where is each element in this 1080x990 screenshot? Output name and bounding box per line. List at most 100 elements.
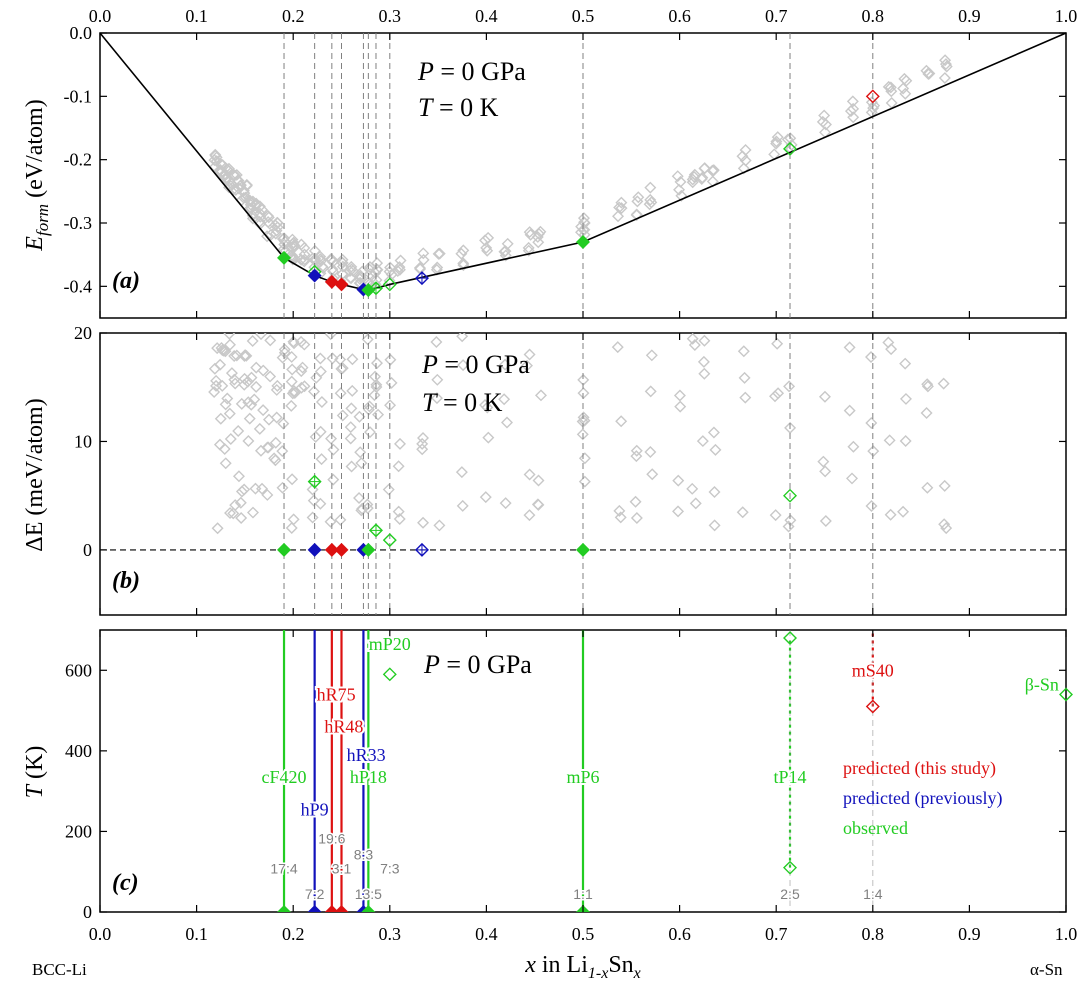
background-structure-b	[223, 333, 236, 340]
background-structure-b	[921, 378, 934, 391]
background-structure-b	[264, 334, 277, 347]
background-structure-b	[235, 512, 248, 525]
panel-c-condition-p: P = 0 GPa	[423, 650, 532, 679]
x-tick-label-top: 0.6	[668, 6, 691, 26]
background-structure-b	[817, 455, 830, 468]
background-structure-a	[240, 178, 253, 191]
background-structure-b	[315, 453, 328, 466]
y-tick-label: 0.0	[70, 23, 93, 43]
background-structure-b	[689, 497, 702, 510]
background-structure-b	[577, 411, 590, 424]
x-tick-label-top: 0.1	[185, 6, 208, 26]
background-structure-a	[326, 263, 339, 276]
composition-guide-lines	[100, 33, 1066, 615]
structure-energy-b	[324, 542, 339, 557]
background-structure-b	[306, 483, 319, 496]
hull-structure-a	[382, 277, 397, 292]
phase-label-mP6: mP6	[566, 767, 599, 787]
phase-label-hR33: hR33	[347, 745, 386, 765]
background-structure-b	[897, 505, 910, 518]
background-structure-b	[250, 361, 263, 374]
background-structure-b	[211, 522, 224, 535]
transition-point-tP14-high	[783, 631, 798, 646]
background-structure-a	[885, 85, 898, 98]
ground-state-marker-hP18	[361, 905, 376, 912]
y-tick-label: 0	[83, 902, 92, 922]
background-structure-a	[532, 236, 545, 249]
background-structure-b	[242, 435, 255, 448]
background-structure-b	[921, 481, 934, 494]
background-structure-b	[819, 515, 832, 527]
background-structure-a	[671, 170, 684, 183]
background-structure-b	[578, 475, 591, 488]
background-structure-a	[210, 155, 223, 168]
background-structure-b	[270, 383, 283, 396]
background-structure-a	[244, 195, 257, 208]
background-structure-a	[897, 82, 910, 95]
y-tick-label: -0.2	[64, 150, 93, 170]
background-structure-b	[686, 482, 699, 495]
background-structure-b	[613, 504, 626, 517]
background-structure-b	[277, 417, 290, 430]
background-structure-b	[696, 435, 709, 448]
x-tick-label-bottom: 0.4	[475, 924, 498, 944]
background-structure-b	[269, 436, 282, 449]
transition-point-tP14-low	[783, 860, 798, 875]
panel-b-y-axis-title: ΔE (meV/atom)	[22, 398, 48, 551]
background-structure-a	[736, 150, 749, 163]
background-structure-b	[784, 421, 797, 434]
background-structure-a	[523, 226, 536, 239]
background-structure-a	[938, 72, 951, 85]
background-structure-b	[532, 498, 545, 511]
background-structure-b	[645, 349, 658, 362]
background-structure-a	[237, 191, 250, 204]
background-structure-b	[363, 400, 376, 413]
background-structure-a	[317, 262, 330, 275]
background-structure-a	[253, 200, 266, 213]
background-structure-a	[261, 230, 274, 243]
background-structure-b	[271, 379, 284, 392]
background-structure-b	[456, 333, 469, 343]
ratio-label: 17:4	[270, 861, 297, 877]
background-structure-b	[846, 472, 858, 485]
background-structure-a	[479, 234, 492, 247]
x-tick-label-bottom: 0.1	[185, 924, 208, 944]
legend-observed: observed	[843, 818, 908, 838]
panel-a-background-structures	[208, 54, 953, 293]
background-structure-b	[384, 399, 397, 412]
ratio-label: 8:3	[354, 847, 374, 863]
background-structure-b	[219, 345, 232, 358]
background-structure-b	[261, 441, 274, 454]
background-structure-b	[255, 333, 268, 341]
background-structure-b	[646, 468, 659, 481]
background-structure-a	[882, 80, 895, 93]
background-structure-a	[219, 173, 232, 186]
background-structure-b	[344, 432, 357, 445]
background-structure-b	[709, 443, 722, 456]
x-tick-label-bottom: 1.0	[1055, 924, 1078, 944]
axis-ticks: 0.00.00.10.10.20.20.30.30.40.40.50.50.60…	[64, 6, 1078, 944]
y-tick-label: 10	[74, 431, 92, 451]
background-structure-b	[336, 409, 349, 422]
transition-point-mP20	[382, 667, 397, 682]
background-structure-b	[523, 509, 536, 522]
background-structure-b	[688, 339, 701, 352]
background-structure-b	[276, 445, 289, 458]
background-structure-b	[433, 519, 446, 532]
background-structure-b	[314, 352, 327, 365]
background-structure-a	[900, 74, 913, 87]
x-tick-label-top: 0.4	[475, 6, 498, 26]
background-structure-b	[520, 359, 533, 372]
background-structure-a	[522, 241, 535, 254]
background-structure-a	[457, 244, 470, 257]
background-structure-b	[219, 398, 232, 411]
background-structure-b	[264, 370, 277, 383]
background-structure-b	[937, 377, 950, 390]
background-structure-b	[482, 431, 495, 444]
background-structure-a	[577, 212, 590, 225]
background-structure-a	[393, 261, 406, 274]
background-structure-b	[644, 446, 657, 459]
background-structure-b	[353, 410, 366, 423]
convex-hull-line	[99, 32, 1067, 291]
background-structure-b	[232, 470, 245, 483]
